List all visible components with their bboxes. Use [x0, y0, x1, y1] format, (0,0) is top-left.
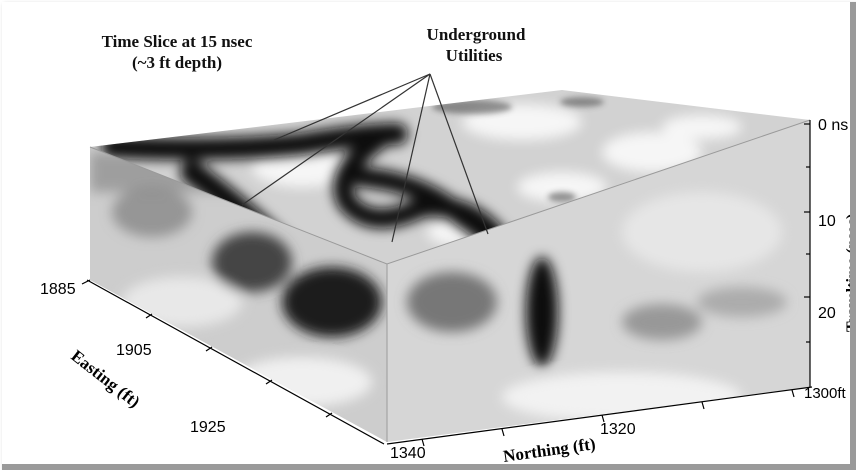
- northing-axis: [386, 386, 813, 447]
- callout-line-2: Utilities: [446, 46, 503, 65]
- northing-tick-1300: 1300ft: [804, 385, 847, 402]
- traveltime-axis-label: Traveltime (nsec): [844, 214, 852, 332]
- traveltime-tick-0: 0 ns: [818, 117, 848, 134]
- northing-tick-1340: 1340: [390, 445, 426, 462]
- title-line-2: (~3 ft depth): [132, 53, 222, 72]
- traveltime-tick-10: 10: [818, 213, 836, 230]
- easting-tick-1885: 1885: [40, 281, 76, 298]
- northing-tick-1320: 1320: [600, 421, 636, 438]
- northing-axis-label: Northing (ft): [502, 434, 597, 466]
- utility-callout-lines: [241, 73, 489, 243]
- easting-axis: [81, 279, 385, 445]
- title-line-1: Time Slice at 15 nsec: [102, 32, 253, 51]
- traveltime-tick-20: 20: [818, 305, 836, 322]
- callout-line-1: Underground: [427, 25, 526, 44]
- cube-edges: [89, 119, 811, 442]
- traveltime-axis: [804, 120, 811, 387]
- easting-tick-1905: 1905: [116, 342, 152, 359]
- easting-tick-1925: 1925: [190, 419, 226, 436]
